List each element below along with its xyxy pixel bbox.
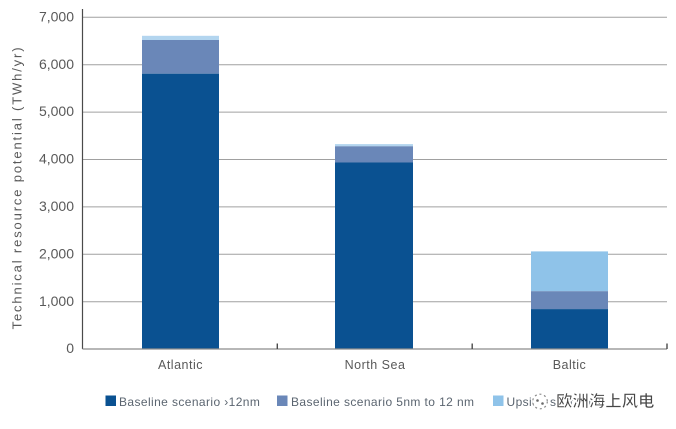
svg-text:Baltic: Baltic xyxy=(553,358,587,372)
svg-text:1,000: 1,000 xyxy=(39,293,74,309)
svg-text:North Sea: North Sea xyxy=(345,358,406,372)
svg-text:Baseline scenario ›12nm: Baseline scenario ›12nm xyxy=(119,395,260,409)
svg-text:Technical resource potential (: Technical resource potential (TWh/yr) xyxy=(10,46,25,330)
svg-text:Atlantic: Atlantic xyxy=(158,358,203,372)
svg-text:2,000: 2,000 xyxy=(39,245,74,261)
svg-text:6,000: 6,000 xyxy=(39,56,74,72)
svg-text:3,000: 3,000 xyxy=(39,198,74,214)
svg-text:5,000: 5,000 xyxy=(39,103,74,119)
svg-text:0: 0 xyxy=(66,340,74,356)
svg-text:7,000: 7,000 xyxy=(39,8,74,24)
svg-text:4,000: 4,000 xyxy=(39,151,74,167)
svg-text:Baseline scenario 5nm to 12 nm: Baseline scenario 5nm to 12 nm xyxy=(291,395,474,409)
